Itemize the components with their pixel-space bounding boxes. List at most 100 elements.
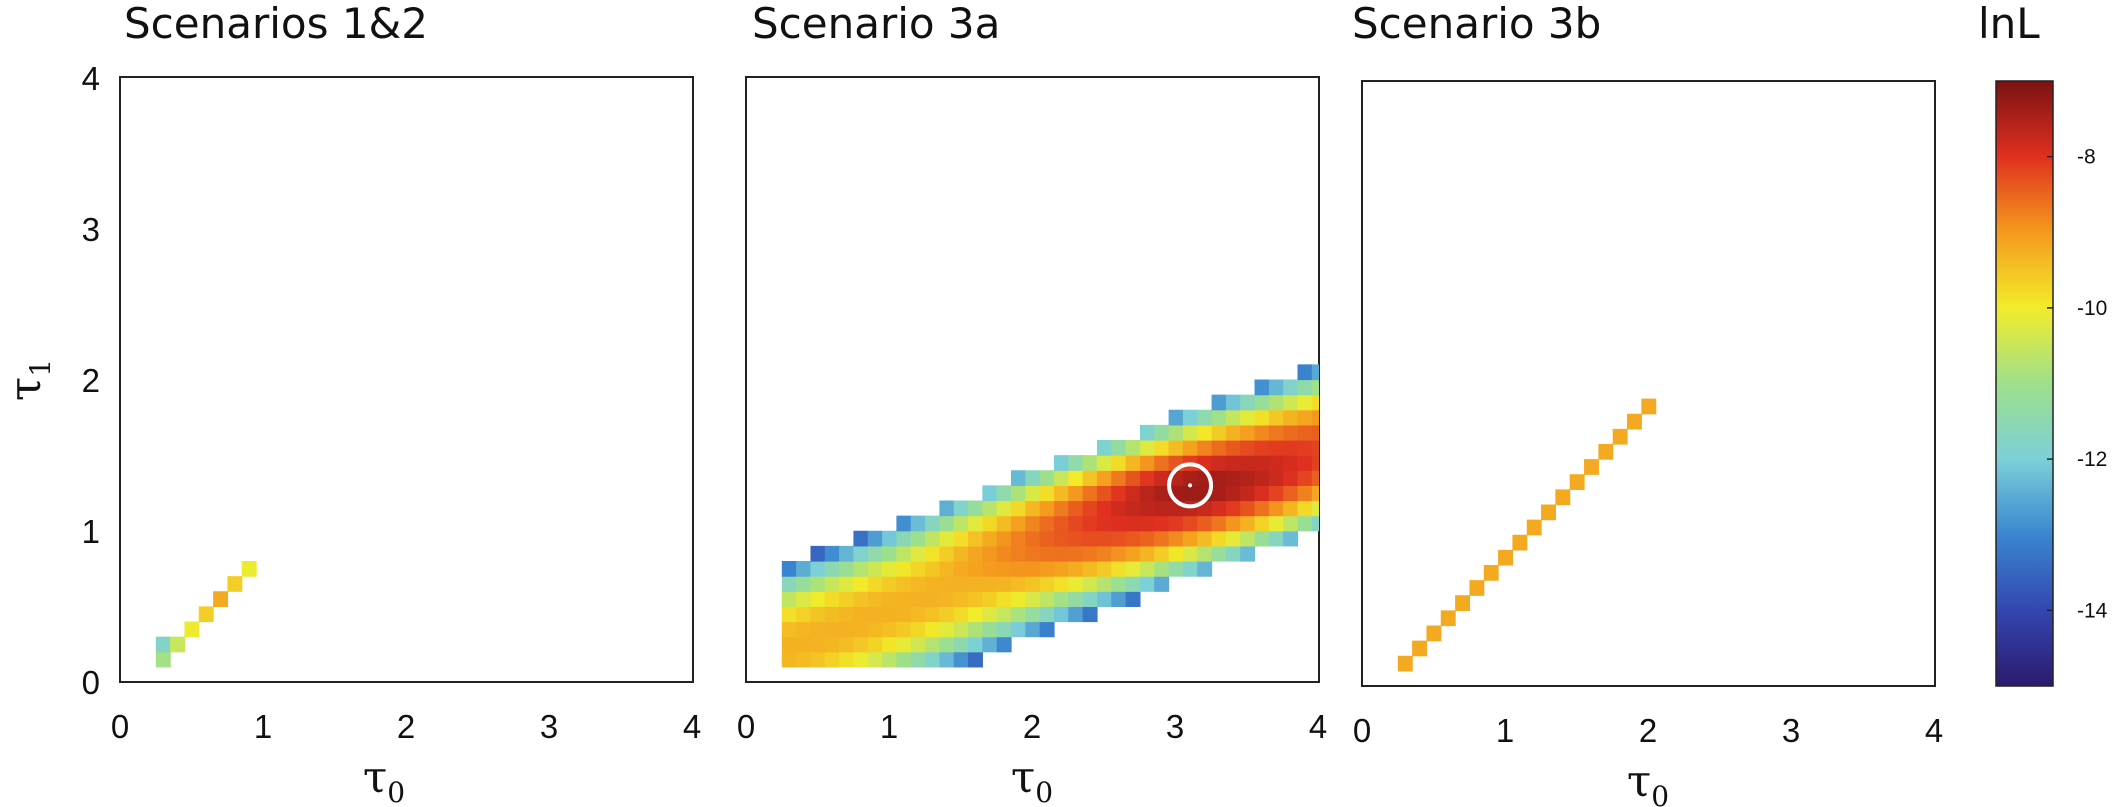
- heatmap-cell: [896, 636, 912, 653]
- heatmap-cell: [810, 636, 826, 653]
- heatmap-cell: [1240, 515, 1256, 532]
- heatmap-cell: [939, 606, 955, 623]
- heatmap-cell: [1283, 485, 1299, 502]
- heatmap-cell: [853, 561, 869, 577]
- heatmap-cell: [1154, 485, 1170, 502]
- heatmap-cell: [925, 636, 940, 653]
- heatmap-cell: [1469, 580, 1485, 596]
- heatmap-cell: [982, 515, 998, 532]
- heatmap-cell: [1082, 515, 1098, 532]
- heatmap-cell: [170, 636, 186, 653]
- heatmap-cell: [996, 636, 1012, 653]
- heatmap-cell: [1025, 485, 1041, 502]
- heatmap-cell: [1168, 545, 1184, 562]
- heatmap-cell: [1182, 515, 1198, 532]
- heatmap-cell: [982, 576, 998, 592]
- heatmap-cell: [1068, 500, 1084, 517]
- heatmap-cell: [910, 545, 926, 562]
- heatmap-cell: [1268, 455, 1284, 471]
- heatmap-cell: [1211, 455, 1227, 471]
- heatmap-cell: [968, 636, 983, 653]
- heatmap-cell: [1268, 379, 1284, 396]
- heatmap-cell: [867, 636, 883, 653]
- heatmap-cell: [1211, 424, 1227, 441]
- heatmap-cell: [1039, 515, 1055, 532]
- heatmap-cell: [1240, 394, 1256, 411]
- heatmap-cell: [1082, 591, 1098, 607]
- heatmap-cell: [1283, 409, 1299, 426]
- heatmap-cell: [1125, 500, 1141, 517]
- heatmap-cell: [810, 591, 826, 607]
- heatmap-cell: [1154, 455, 1170, 471]
- y-axis-label: τ1: [0, 359, 57, 401]
- heatmap-cell: [1426, 625, 1442, 642]
- heatmap-cell: [1268, 530, 1284, 547]
- heatmap-cell: [968, 561, 983, 577]
- heatmap-cell: [1025, 545, 1041, 562]
- heatmap-cell: [796, 636, 812, 653]
- heatmap-cell: [1053, 500, 1069, 517]
- heatmap-cell: [1211, 485, 1227, 502]
- heatmap-cell: [824, 621, 840, 638]
- heatmap-cell: [824, 545, 840, 562]
- heatmap-cell: [910, 651, 926, 668]
- x-axis-label: τ0: [363, 752, 405, 807]
- heatmap-cell: [1612, 428, 1628, 445]
- heatmap-cell: [1053, 561, 1069, 577]
- heatmap-cell: [968, 500, 983, 517]
- heatmap-cell: [1125, 530, 1141, 547]
- heatmap-cell: [925, 576, 940, 592]
- heatmap-cell: [1311, 409, 1319, 426]
- heatmap-cell: [155, 651, 171, 668]
- heatmap-cell: [853, 606, 869, 623]
- heatmap-cell: [1025, 470, 1041, 486]
- heatmap-cell: [1254, 409, 1270, 426]
- heatmap-cell: [996, 591, 1012, 607]
- heatmap-cell: [896, 621, 912, 638]
- heatmap-cell: [1082, 545, 1098, 562]
- heatmap-cell: [939, 561, 955, 577]
- heatmap-cell: [1168, 515, 1184, 532]
- heatmap-cell: [1025, 576, 1041, 592]
- heatmap-cell: [1225, 455, 1241, 471]
- heatmap-cell: [1154, 515, 1170, 532]
- heatmap-cell: [996, 500, 1012, 517]
- heatmap-cell: [1268, 500, 1284, 517]
- heatmap-cell: [968, 621, 983, 638]
- heatmap-cell: [781, 576, 797, 592]
- heatmap-cell: [1096, 455, 1112, 471]
- heatmap-cell: [1268, 470, 1284, 486]
- heatmap-cell: [1168, 424, 1184, 441]
- heatmap-cell: [1068, 561, 1084, 577]
- heatmap-cell: [1412, 640, 1428, 657]
- heatmap-cell: [968, 576, 983, 592]
- heatmap-cell: [1211, 515, 1227, 532]
- heatmap-cell: [867, 576, 883, 592]
- heatmap-cell: [1211, 394, 1227, 411]
- x-axis-label: τ0: [1011, 752, 1053, 807]
- heatmap-cell: [939, 545, 955, 562]
- heatmap-cell: [1311, 424, 1319, 441]
- heatmap-cell: [1096, 500, 1112, 517]
- heatmap-cell: [925, 606, 940, 623]
- heatmap-cell: [867, 606, 883, 623]
- heatmap-cell: [1053, 545, 1069, 562]
- heatmap-cell: [810, 606, 826, 623]
- heatmap-cell: [1139, 485, 1155, 502]
- heatmap-cell: [1225, 530, 1241, 547]
- x-tick-label: 2: [397, 708, 415, 745]
- heatmap-cell: [910, 636, 926, 653]
- heatmap-cell: [1297, 515, 1313, 532]
- heatmap-cell: [1283, 470, 1299, 486]
- heatmap-cells: [1397, 398, 1657, 672]
- heatmap-cell: [1182, 470, 1198, 486]
- heatmap-cell: [1297, 379, 1313, 396]
- heatmap-cell: [1125, 515, 1141, 532]
- heatmap-cell: [1154, 470, 1170, 486]
- heatmap-cell: [1168, 561, 1184, 577]
- heatmap-cell: [910, 576, 926, 592]
- x-tick-label: 2: [1639, 712, 1657, 749]
- heatmap-cell: [968, 545, 983, 562]
- heatmap-cell: [1039, 470, 1055, 486]
- heatmap-cell: [1240, 485, 1256, 502]
